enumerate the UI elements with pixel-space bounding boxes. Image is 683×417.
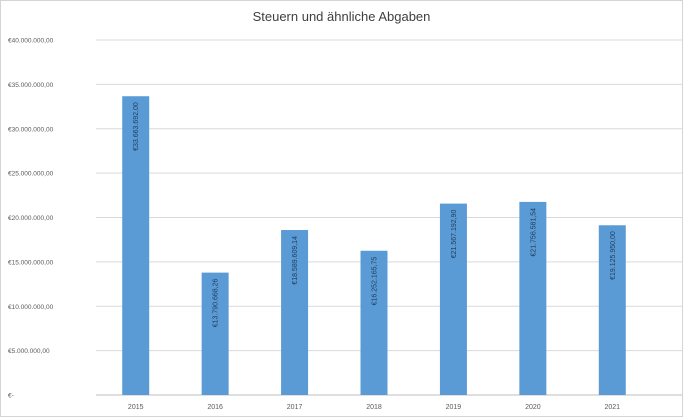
x-tick-label: 2019 xyxy=(446,404,462,411)
bar-2018 xyxy=(360,250,388,395)
bar-2015 xyxy=(122,96,150,395)
data-label: €33.663.692,00 xyxy=(133,102,140,151)
y-tick-label: €25.000.000,00 xyxy=(8,171,54,178)
bar-2021 xyxy=(598,225,626,395)
bar-2016 xyxy=(201,272,229,395)
y-tick-label: €20.000.000,00 xyxy=(8,215,54,222)
data-label: €19.125.950,00 xyxy=(610,231,617,280)
chart-title: Steuern und ähnliche Abgaben xyxy=(252,9,431,24)
bars xyxy=(122,96,626,395)
x-tick-label: 2015 xyxy=(128,404,144,411)
y-tick-label: €15.000.000,00 xyxy=(8,259,54,266)
data-label: €21.756.581,54 xyxy=(530,208,537,257)
data-label: €18.589.609,14 xyxy=(292,236,299,285)
x-tick-label: 2017 xyxy=(287,404,303,411)
y-tick-label: €30.000.000,00 xyxy=(8,126,54,133)
bar-2019 xyxy=(439,203,467,395)
gridlines xyxy=(96,39,682,396)
bar-2020 xyxy=(519,201,547,395)
x-axis-ticks: 2015 2016 2017 2018 2019 2020 2021 xyxy=(128,404,620,411)
y-tick-label: €10.000.000,00 xyxy=(8,304,54,311)
y-tick-label: €- xyxy=(8,393,14,400)
data-label: €21.567.192,90 xyxy=(451,209,458,258)
x-tick-label: 2016 xyxy=(207,404,223,411)
y-axis-ticks: €- €5.000.000,00 €10.000.000,00 €15.000.000… xyxy=(8,38,54,400)
x-tick-label: 2021 xyxy=(604,404,620,411)
data-labels: €33.663.692,00 €13.790.668,26 €18.589.609,… xyxy=(133,102,617,327)
x-tick-label: 2018 xyxy=(366,404,382,411)
data-label: €16.252.165,75 xyxy=(372,257,379,306)
x-tick-label: 2020 xyxy=(525,404,541,411)
bar-2017 xyxy=(281,230,309,395)
y-tick-label: €5.000.000,00 xyxy=(8,348,50,355)
y-tick-label: €35.000.000,00 xyxy=(8,82,54,89)
data-label: €13.790.668,26 xyxy=(213,279,220,328)
y-tick-label: €40.000.000,00 xyxy=(8,38,54,45)
